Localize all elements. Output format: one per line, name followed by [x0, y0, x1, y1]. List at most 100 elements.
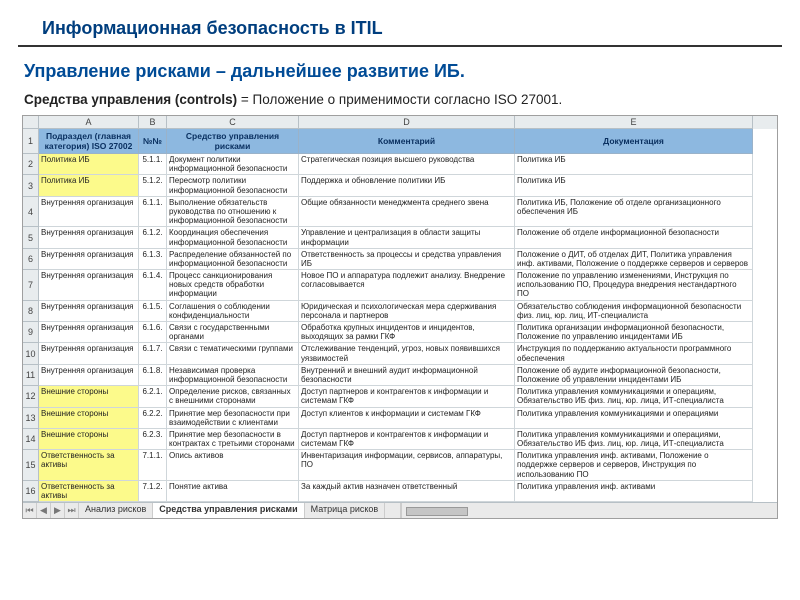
table-cell[interactable]: Независимая проверка информационной безо…: [167, 365, 299, 386]
table-cell[interactable]: Политика управления коммуникациями и опе…: [515, 429, 753, 450]
table-cell[interactable]: Связи с государственными органами: [167, 322, 299, 343]
table-cell[interactable]: Положение о ДИТ, об отделах ДИТ, Политик…: [515, 249, 753, 270]
table-cell[interactable]: Обработка крупных инцидентов и инциденто…: [299, 322, 515, 343]
table-cell[interactable]: За каждый актив назначен ответственный: [299, 481, 515, 502]
table-header[interactable]: Подраздел (главная категория) ISO 27002: [39, 129, 139, 154]
column-letter[interactable]: C: [167, 116, 299, 129]
table-cell[interactable]: Внешние стороны: [39, 386, 139, 407]
table-header[interactable]: Документация: [515, 129, 753, 154]
column-letter[interactable]: A: [39, 116, 139, 129]
table-cell[interactable]: 6.2.3.: [139, 429, 167, 450]
table-cell[interactable]: 6.1.3.: [139, 249, 167, 270]
row-number[interactable]: 13: [23, 408, 39, 429]
row-number[interactable]: 3: [23, 175, 39, 196]
table-header[interactable]: Комментарий: [299, 129, 515, 154]
column-letter[interactable]: E: [515, 116, 753, 129]
table-cell[interactable]: Соглашения о соблюдении конфиденциальнос…: [167, 301, 299, 322]
table-cell[interactable]: Поддержка и обновление политики ИБ: [299, 175, 515, 196]
table-cell[interactable]: Внутренняя организация: [39, 365, 139, 386]
table-cell[interactable]: 5.1.2.: [139, 175, 167, 196]
table-cell[interactable]: Доступ партнеров и контрагентов к информ…: [299, 386, 515, 407]
tab-nav-first-icon[interactable]: ⏮: [23, 503, 37, 518]
table-cell[interactable]: Внутренняя организация: [39, 227, 139, 248]
column-letter[interactable]: B: [139, 116, 167, 129]
row-number[interactable]: 7: [23, 270, 39, 301]
table-cell[interactable]: Доступ клиентов к информации и системам …: [299, 408, 515, 429]
table-cell[interactable]: 6.1.7.: [139, 343, 167, 364]
table-cell[interactable]: Отслеживание тенденций, угроз, новых поя…: [299, 343, 515, 364]
table-cell[interactable]: Ответственность за активы: [39, 450, 139, 481]
row-number[interactable]: 8: [23, 301, 39, 322]
table-cell[interactable]: Внутренняя организация: [39, 197, 139, 228]
table-header[interactable]: №№: [139, 129, 167, 154]
table-cell[interactable]: Принятие мер безопасности при взаимодейс…: [167, 408, 299, 429]
row-number[interactable]: 2: [23, 154, 39, 175]
table-cell[interactable]: Внутренняя организация: [39, 322, 139, 343]
table-header[interactable]: Средство управления рисками: [167, 129, 299, 154]
table-cell[interactable]: Инструкция по поддержанию актуальности п…: [515, 343, 753, 364]
table-cell[interactable]: Политика организации информационной безо…: [515, 322, 753, 343]
row-number[interactable]: 1: [23, 129, 39, 154]
table-cell[interactable]: Политика управления инф. активами: [515, 481, 753, 502]
table-cell[interactable]: Управление и централизация в области защ…: [299, 227, 515, 248]
table-cell[interactable]: Внутренняя организация: [39, 343, 139, 364]
table-cell[interactable]: Положение об отделе информационной безоп…: [515, 227, 753, 248]
table-cell[interactable]: Общие обязанности менеджмента среднего з…: [299, 197, 515, 228]
table-cell[interactable]: Внутренняя организация: [39, 249, 139, 270]
table-cell[interactable]: Ответственность за активы: [39, 481, 139, 502]
table-cell[interactable]: Внешние стороны: [39, 408, 139, 429]
table-cell[interactable]: Политика ИБ: [39, 154, 139, 175]
table-cell[interactable]: Координация обеспечения информационной б…: [167, 227, 299, 248]
table-cell[interactable]: Политика управления коммуникациями и опе…: [515, 408, 753, 429]
row-number[interactable]: 15: [23, 450, 39, 481]
table-cell[interactable]: Пересмотр политики информационной безопа…: [167, 175, 299, 196]
table-cell[interactable]: Политика ИБ: [39, 175, 139, 196]
tab-nav-last-icon[interactable]: ⏭: [65, 503, 79, 518]
table-cell[interactable]: 6.2.1.: [139, 386, 167, 407]
table-cell[interactable]: Положение об аудите информационной безоп…: [515, 365, 753, 386]
row-number[interactable]: 16: [23, 481, 39, 502]
table-cell[interactable]: Политика управления инф. активами, Полож…: [515, 450, 753, 481]
table-cell[interactable]: 5.1.1.: [139, 154, 167, 175]
table-cell[interactable]: 6.2.2.: [139, 408, 167, 429]
table-cell[interactable]: Выполнение обязательств руководства по о…: [167, 197, 299, 228]
horizontal-scrollbar[interactable]: [401, 503, 777, 518]
table-cell[interactable]: Принятие мер безопасности в контрактах с…: [167, 429, 299, 450]
table-cell[interactable]: Политика ИБ: [515, 154, 753, 175]
row-number[interactable]: 12: [23, 386, 39, 407]
table-cell[interactable]: 6.1.2.: [139, 227, 167, 248]
table-cell[interactable]: Определение рисков, связанных с внешними…: [167, 386, 299, 407]
table-cell[interactable]: 6.1.6.: [139, 322, 167, 343]
table-cell[interactable]: Юридическая и психологическая мера сдерж…: [299, 301, 515, 322]
table-cell[interactable]: Новое ПО и аппаратура подлежит анализу. …: [299, 270, 515, 301]
spreadsheet-grid[interactable]: 1Подраздел (главная категория) ISO 27002…: [23, 129, 777, 502]
table-cell[interactable]: 7.1.1.: [139, 450, 167, 481]
row-number[interactable]: 14: [23, 429, 39, 450]
row-number[interactable]: 11: [23, 365, 39, 386]
row-number[interactable]: 9: [23, 322, 39, 343]
table-cell[interactable]: Внутренний и внешний аудит информационно…: [299, 365, 515, 386]
column-letter[interactable]: D: [299, 116, 515, 129]
table-cell[interactable]: Документ политики информационной безопас…: [167, 154, 299, 175]
column-letter[interactable]: [23, 116, 39, 129]
table-cell[interactable]: 6.1.5.: [139, 301, 167, 322]
table-cell[interactable]: 6.1.4.: [139, 270, 167, 301]
row-number[interactable]: 6: [23, 249, 39, 270]
table-cell[interactable]: Ответственность за процессы и средства у…: [299, 249, 515, 270]
table-cell[interactable]: Связи с тематическими группами: [167, 343, 299, 364]
table-cell[interactable]: Внутренняя организация: [39, 270, 139, 301]
table-cell[interactable]: Обязательство соблюдения информационной …: [515, 301, 753, 322]
table-cell[interactable]: Внешние стороны: [39, 429, 139, 450]
row-number[interactable]: 4: [23, 197, 39, 228]
table-cell[interactable]: Доступ партнеров и контрагентов к информ…: [299, 429, 515, 450]
table-cell[interactable]: Политика управления коммуникациями и опе…: [515, 386, 753, 407]
table-cell[interactable]: 6.1.8.: [139, 365, 167, 386]
table-cell[interactable]: 6.1.1.: [139, 197, 167, 228]
sheet-tab[interactable]: Анализ рисков: [79, 503, 153, 518]
table-cell[interactable]: Политика ИБ, Положение об отделе организ…: [515, 197, 753, 228]
tab-nav-next-icon[interactable]: ▶: [51, 503, 65, 518]
row-number[interactable]: 5: [23, 227, 39, 248]
sheet-tab[interactable]: Матрица рисков: [305, 503, 386, 518]
table-cell[interactable]: Процесс санкционирования новых средств о…: [167, 270, 299, 301]
table-cell[interactable]: Положение по управлению изменениями, Инс…: [515, 270, 753, 301]
